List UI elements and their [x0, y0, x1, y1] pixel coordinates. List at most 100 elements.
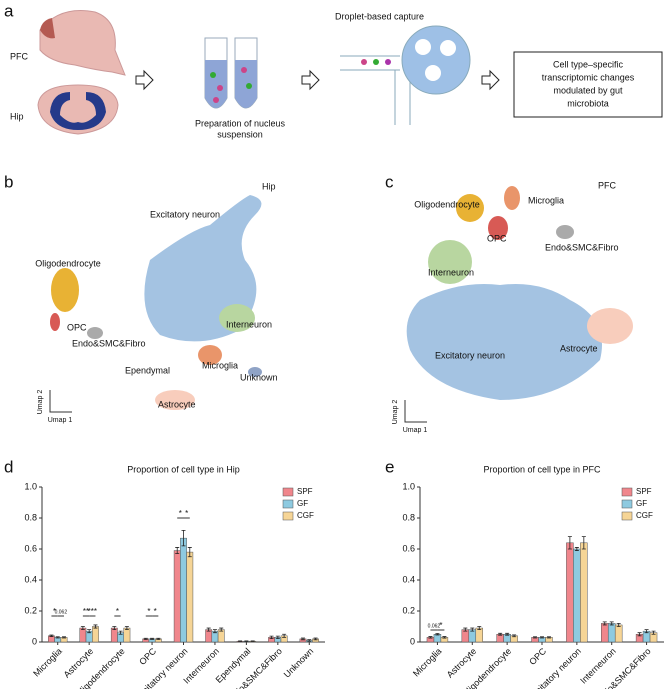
significance-label: *: [439, 621, 442, 630]
step-label: microbiota: [567, 98, 609, 108]
panel-label: a: [4, 1, 14, 20]
cluster: [155, 390, 195, 410]
error-bar: [143, 637, 148, 640]
arrow: [481, 69, 500, 91]
error-bar: [463, 627, 468, 632]
y-tick-label: 0.8: [402, 512, 415, 522]
error-bar: [602, 621, 607, 626]
legend-swatch: [282, 487, 294, 497]
result-box: [513, 51, 663, 118]
step-label: Preparation of nucleus: [195, 118, 286, 128]
error-bar: [238, 640, 243, 642]
cluster-label: OPC: [67, 322, 87, 332]
error-bar: [470, 627, 475, 632]
panel-label: b: [4, 172, 13, 191]
legend-swatch: [621, 487, 633, 497]
error-bar: [150, 637, 155, 640]
error-bar: [55, 636, 60, 639]
cluster-label: Microglia: [202, 360, 238, 370]
bar: [614, 624, 623, 643]
tubes: [204, 37, 258, 109]
cluster: [504, 186, 520, 210]
significance-label: *: [53, 607, 56, 616]
significance-label: *: [147, 607, 150, 616]
brain-sagittal: [39, 9, 126, 76]
umap-hip: Excitatory neuron Oligodendrocyte OPC En…: [35, 181, 277, 423]
error-bar: [93, 624, 98, 629]
bar: [186, 551, 194, 643]
error-bar: [637, 632, 642, 637]
error-bar: [124, 626, 129, 630]
error-bar: [644, 629, 649, 634]
cluster: [556, 225, 574, 239]
error-bar: [616, 623, 621, 627]
error-bar: [651, 630, 656, 635]
umap-axes: [49, 390, 72, 413]
cluster-label: Astrocyte: [158, 399, 196, 409]
bar: [123, 627, 131, 643]
axis-label: Umap 2: [392, 400, 399, 425]
cluster-label: Excitatory neuron: [435, 350, 505, 360]
cluster: [406, 284, 602, 400]
step-label: Cell type–specific: [553, 59, 624, 69]
arrow: [135, 69, 154, 91]
workflow: PFC Hip Preparation of nucleus suspensio…: [10, 9, 663, 139]
axis-label: Umap 1: [403, 427, 428, 434]
cluster-label: Oligodendrocyte: [414, 199, 480, 209]
bar: [580, 542, 588, 643]
y-tick-label: 0.4: [402, 574, 415, 584]
error-bar: [313, 637, 318, 641]
region-label: PFC: [598, 180, 617, 190]
error-bar: [435, 633, 440, 636]
y-tick-label: 0.6: [24, 543, 37, 553]
legend-label: GF: [636, 499, 647, 508]
chart-title: Proportion of cell type in Hip: [127, 464, 240, 474]
error-bar: [212, 629, 217, 634]
x-tick-label: Unknown: [282, 646, 316, 680]
cluster-label: Interneuron: [226, 319, 272, 329]
y-tick-label: 0: [32, 636, 37, 646]
cluster: [248, 367, 262, 377]
umap-pfc: Oligodendrocyte Microglia OPC Endo&SMC&F…: [392, 180, 633, 434]
error-bar: [219, 627, 224, 632]
cluster-label: Oligodendrocyte: [35, 258, 101, 268]
significance-label: *: [154, 607, 157, 616]
chart-title: Proportion of cell type in PFC: [483, 464, 601, 474]
cluster-label: Endo&SMC&Fibro: [72, 338, 146, 348]
cluster-label: Microglia: [528, 195, 564, 205]
cluster: [87, 327, 103, 339]
x-tick-label: Microglia: [31, 646, 64, 679]
axis-label: Umap 2: [37, 390, 44, 415]
step-label: modulated by gut: [553, 85, 623, 95]
cluster-label: Ependymal: [125, 365, 170, 375]
error-bar: [609, 621, 614, 626]
region-label: Hip: [262, 181, 276, 191]
significance-label: ***: [88, 607, 97, 616]
y-tick-label: 0.8: [24, 512, 37, 522]
significance-label: 0.062: [55, 609, 68, 615]
y-tick-label: 0.2: [24, 605, 37, 615]
error-bar: [505, 632, 510, 636]
x-tick-label: OPC: [527, 646, 548, 667]
error-bar: [498, 632, 503, 636]
legend-label: CGF: [636, 511, 653, 520]
panel-label: e: [385, 457, 394, 476]
error-bar: [62, 636, 67, 639]
significance-label: *: [179, 509, 182, 518]
x-tick-label: Excitatory neuron: [133, 646, 190, 689]
error-bar: [300, 637, 305, 641]
bar: [475, 627, 483, 643]
x-tick-label: Microglia: [411, 646, 444, 679]
cluster-label: Excitatory neuron: [150, 209, 220, 219]
cluster: [428, 240, 472, 284]
cluster: [198, 345, 222, 365]
error-bar: [80, 626, 85, 630]
error-bar: [275, 635, 280, 639]
error-bar: [512, 634, 517, 638]
legend-label: CGF: [297, 511, 314, 520]
cluster: [587, 308, 633, 344]
cluster: [50, 313, 60, 331]
error-bar: [112, 626, 117, 630]
x-tick-label: OPC: [137, 646, 158, 667]
